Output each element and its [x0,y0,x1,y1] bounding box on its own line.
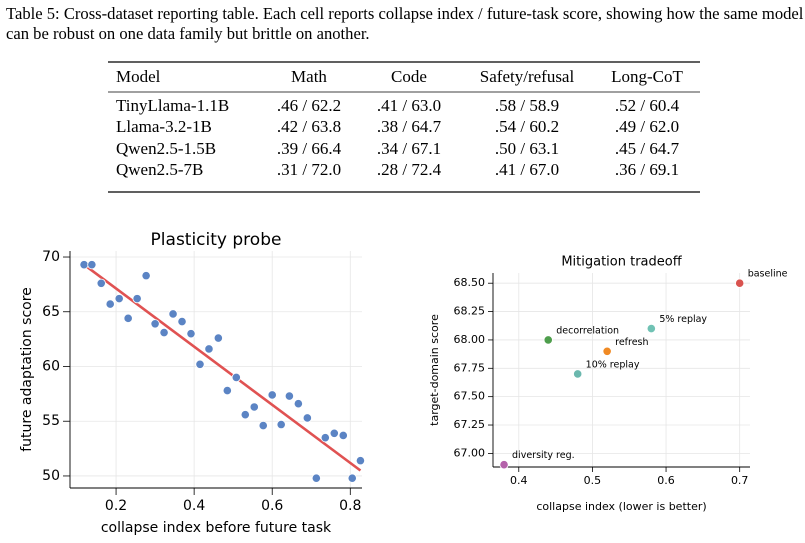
table-cell: .50 / 63.1 [495,139,559,158]
point [347,473,357,483]
table-header: Safety/refusal [480,67,575,86]
point [213,333,223,343]
point [302,413,312,423]
point [150,319,160,329]
point [249,402,259,412]
x-axis-label: collapse index (lower is better) [536,500,706,513]
table-cell: Qwen2.5-7B [116,160,203,179]
point-label: decorrelation [556,325,619,336]
table-cell: .41 / 63.0 [377,96,441,115]
point [276,419,286,430]
point [79,260,89,270]
point [195,359,205,369]
y-tick-label: 67.00 [454,446,486,459]
point-label: 10% replay [586,359,640,370]
table-header: Math [291,67,327,86]
x-tick-label: 0.2 [105,498,127,514]
x-tick-label: 0.6 [657,474,675,487]
y-tick-label: 50 [42,468,60,484]
y-tick-label: 55 [42,413,60,429]
point [735,278,745,288]
table-cell: TinyLlama-1.1B [116,96,229,115]
y-tick-label: 65 [42,304,60,320]
table-header: Model [116,67,161,86]
table-cell: .54 / 60.2 [495,117,559,136]
x-tick-label: 0.8 [339,498,361,514]
point [284,391,294,401]
point [543,335,553,345]
point [338,430,348,441]
point [329,428,339,438]
y-axis-label: target-domain score [428,314,441,426]
table-cell: .45 / 64.7 [615,139,680,158]
x-tick-label: 0.7 [731,474,749,487]
point [114,294,124,304]
table-cell: .46 / 62.2 [277,96,341,115]
point [231,372,241,383]
point [499,460,509,470]
y-tick-label: 68.00 [454,333,486,346]
caption: Table 5: Cross-dataset reporting table. … [6,4,804,43]
table-cell: Llama-3.2-1B [116,117,212,136]
point [123,313,133,323]
x-tick-label: 0.6 [261,498,283,514]
point [267,390,277,400]
table-header: Long-CoT [611,67,683,86]
x-axis-label: collapse index before future task [101,520,332,536]
table-cell: .49 / 62.0 [615,117,679,136]
point [87,260,97,270]
point [355,456,366,466]
y-tick-label: 67.50 [454,390,486,403]
table-cell: .28 / 72.4 [377,160,442,179]
point [222,385,232,396]
table-header: Code [391,67,427,86]
y-tick-label: 68.25 [454,305,486,318]
y-tick-label: 70 [42,249,60,265]
y-tick-label: 68.50 [454,276,486,289]
point [602,346,612,356]
point [168,309,178,319]
fit-line [83,263,362,472]
point-label: baseline [748,269,788,280]
point [646,323,656,334]
y-tick-label: 60 [42,358,60,374]
table-cell: .36 / 69.1 [615,160,679,179]
point [105,299,115,309]
y-tick-label: 67.25 [454,418,486,431]
point [311,473,321,483]
point [240,410,250,420]
x-tick-label: 0.4 [183,498,205,514]
point [573,369,583,379]
x-tick-label: 0.5 [584,474,602,487]
chart-title: Plasticity probe [151,230,282,250]
point [141,271,151,281]
chart-title: Mitigation tradeoff [561,255,682,270]
point-label: refresh [615,337,648,348]
point [96,278,106,288]
point-label: 5% replay [659,314,707,325]
point [159,327,169,338]
table-cell: .58 / 58.9 [495,96,559,115]
point [320,433,330,443]
table-cell: .41 / 67.0 [495,160,559,179]
point [132,294,142,304]
point-label: diversity reg. [512,450,575,461]
table-cell: .52 / 60.4 [615,96,680,115]
y-axis-label: future adaptation score [19,287,35,452]
table-cell: .34 / 67.1 [377,139,441,158]
table-cell: Qwen2.5-1.5B [116,139,216,158]
table-cell: .39 / 66.4 [277,139,342,158]
point [293,399,303,409]
point [258,421,268,431]
point [177,317,187,327]
table-cell: .38 / 64.7 [377,117,442,136]
table-cell: .31 / 72.0 [277,160,341,179]
point [186,329,196,339]
table-cell: .42 / 63.8 [277,117,341,136]
x-tick-label: 0.4 [510,474,528,487]
point [204,344,214,354]
y-tick-label: 67.75 [454,361,486,374]
